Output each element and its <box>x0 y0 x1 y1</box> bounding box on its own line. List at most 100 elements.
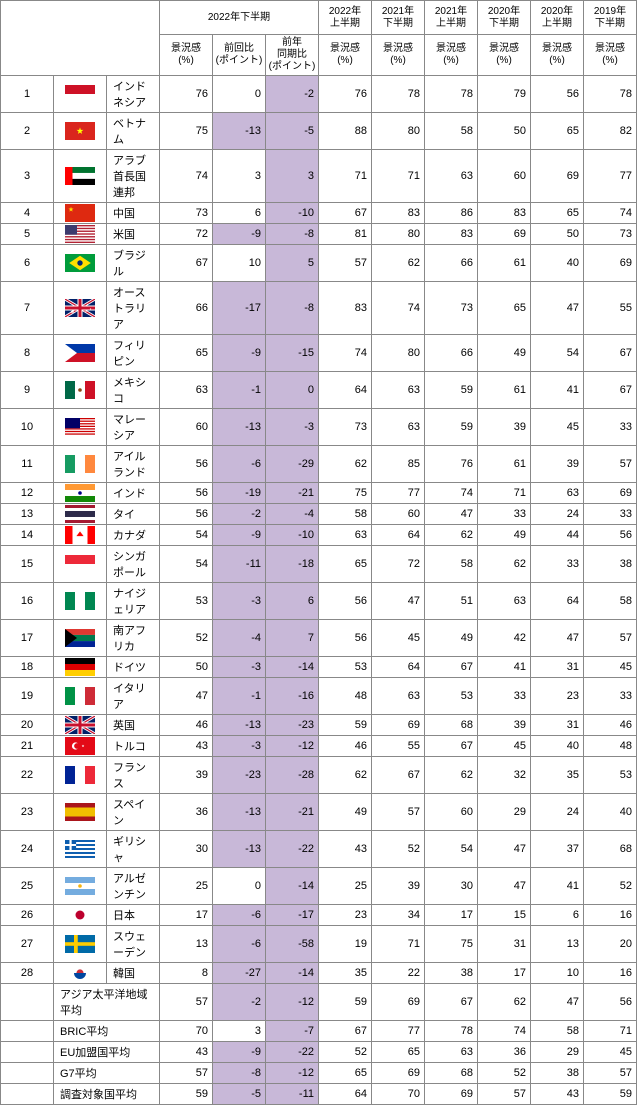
flag-cell <box>54 926 107 963</box>
value-cell: 58 <box>425 546 478 583</box>
value-cell: 16 <box>584 905 637 926</box>
value-cell: -8 <box>266 282 319 335</box>
value-cell: 25 <box>160 868 213 905</box>
value-cell: -16 <box>266 678 319 715</box>
value-cell: 63 <box>478 583 531 620</box>
value-cell: 65 <box>160 335 213 372</box>
value-cell: 33 <box>584 409 637 446</box>
table-row: 8フィリピン65-9-15748066495467 <box>1 335 637 372</box>
header-period-5: 2019年 下半期 <box>584 1 637 35</box>
value-cell: 46 <box>160 715 213 736</box>
rank-cell: 9 <box>1 372 54 409</box>
country-cell: 英国 <box>107 715 160 736</box>
value-cell: -2 <box>213 984 266 1021</box>
header-sub-small-5: 景況感 (%) <box>584 35 637 76</box>
table-row: 1インドネシア760-2767878795678 <box>1 76 637 113</box>
value-cell: 45 <box>372 620 425 657</box>
value-cell: -6 <box>213 446 266 483</box>
value-cell: 47 <box>531 984 584 1021</box>
value-cell: 34 <box>372 905 425 926</box>
rank-cell: 8 <box>1 335 54 372</box>
value-cell: 57 <box>584 446 637 483</box>
table-row: 10マレーシア60-13-3736359394533 <box>1 409 637 446</box>
value-cell: 3 <box>213 150 266 203</box>
value-cell: 39 <box>160 757 213 794</box>
value-cell: 43 <box>319 831 372 868</box>
table-row: 3アラブ首長国連邦7433717163606977 <box>1 150 637 203</box>
value-cell: -19 <box>213 483 266 504</box>
value-cell: -18 <box>266 546 319 583</box>
flag-cell <box>54 224 107 245</box>
value-cell: 36 <box>160 794 213 831</box>
value-cell: 50 <box>531 224 584 245</box>
flag-cell <box>54 905 107 926</box>
value-cell: 55 <box>584 282 637 335</box>
value-cell: 43 <box>531 1084 584 1105</box>
flag-cell <box>54 409 107 446</box>
value-cell: 42 <box>478 620 531 657</box>
country-cell: フランス <box>107 757 160 794</box>
value-cell: 74 <box>319 335 372 372</box>
value-cell: 23 <box>531 678 584 715</box>
header-period-0: 2022年 上半期 <box>319 1 372 35</box>
rank-cell: 14 <box>1 525 54 546</box>
flag-cell <box>54 620 107 657</box>
country-cell: オーストラリア <box>107 282 160 335</box>
flag-cell <box>54 446 107 483</box>
value-cell: 51 <box>425 583 478 620</box>
value-cell: 69 <box>372 715 425 736</box>
rank-cell: 12 <box>1 483 54 504</box>
table-header: 2022年下半期 2022年 上半期 2021年 下半期 2021年 上半期 2… <box>1 1 637 76</box>
flag-cell <box>54 372 107 409</box>
value-cell: 39 <box>478 715 531 736</box>
table-row: 6ブラジル67105576266614069 <box>1 245 637 282</box>
value-cell: 70 <box>372 1084 425 1105</box>
value-cell: 67 <box>584 372 637 409</box>
value-cell: -12 <box>266 984 319 1021</box>
value-cell: -8 <box>266 224 319 245</box>
value-cell: 78 <box>372 76 425 113</box>
rank-cell: 27 <box>1 926 54 963</box>
value-cell: 60 <box>425 794 478 831</box>
value-cell: -21 <box>266 483 319 504</box>
value-cell: 69 <box>584 245 637 282</box>
value-cell: 38 <box>584 546 637 583</box>
value-cell: 69 <box>425 1084 478 1105</box>
value-cell: 6 <box>213 203 266 224</box>
value-cell: 76 <box>160 76 213 113</box>
value-cell: 56 <box>531 76 584 113</box>
value-cell: 67 <box>584 335 637 372</box>
country-cell: 日本 <box>107 905 160 926</box>
table-row: 27スウェーデン13-6-58197175311320 <box>1 926 637 963</box>
value-cell: 57 <box>372 794 425 831</box>
country-cell: ベトナム <box>107 113 160 150</box>
rank-cell: 15 <box>1 546 54 583</box>
value-cell: 52 <box>584 868 637 905</box>
value-cell: 74 <box>372 282 425 335</box>
table-row: 28韓国8-27-14352238171016 <box>1 963 637 984</box>
value-cell: 62 <box>319 757 372 794</box>
value-cell: -3 <box>213 583 266 620</box>
table-row: 21トルコ43-3-12465567454048 <box>1 736 637 757</box>
rank-cell: 18 <box>1 657 54 678</box>
value-cell: 62 <box>319 446 372 483</box>
value-cell: -17 <box>266 905 319 926</box>
rank-cell: 16 <box>1 583 54 620</box>
value-cell: 65 <box>478 282 531 335</box>
value-cell: 68 <box>584 831 637 868</box>
table-row: 7オーストラリア66-17-8837473654755 <box>1 282 637 335</box>
value-cell: 74 <box>584 203 637 224</box>
table-row: 25アルゼンチン250-14253930474152 <box>1 868 637 905</box>
country-cell: アイルランド <box>107 446 160 483</box>
value-cell: -22 <box>266 831 319 868</box>
value-cell: 31 <box>531 715 584 736</box>
value-cell: -21 <box>266 794 319 831</box>
value-cell: 63 <box>425 150 478 203</box>
rank-cell: 20 <box>1 715 54 736</box>
value-cell: 62 <box>425 757 478 794</box>
header-sub-small-3: 景況感 (%) <box>478 35 531 76</box>
value-cell: 49 <box>478 335 531 372</box>
value-cell: 53 <box>319 657 372 678</box>
value-cell: 54 <box>160 525 213 546</box>
value-cell: -11 <box>213 546 266 583</box>
